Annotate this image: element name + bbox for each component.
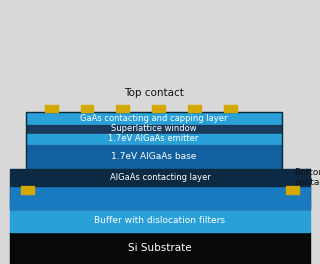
Text: 1.7eV AlGaAs base: 1.7eV AlGaAs base [111, 152, 196, 161]
Bar [224, 105, 237, 112]
Text: Buffer with dislocation filters: Buffer with dislocation filters [94, 216, 226, 225]
Bar [45, 105, 58, 112]
Text: Si Substrate: Si Substrate [128, 243, 192, 253]
Bar [10, 209, 310, 232]
Text: Top contact: Top contact [124, 88, 184, 98]
Bar [10, 196, 310, 197]
Bar [116, 105, 129, 112]
Bar [21, 186, 34, 194]
Bar [26, 133, 282, 144]
Bar [10, 205, 310, 206]
Bar [10, 201, 310, 202]
Bar [26, 124, 282, 133]
Bar [10, 186, 310, 209]
Text: Superlattice window: Superlattice window [111, 124, 196, 133]
Bar [152, 105, 165, 112]
Bar [10, 193, 310, 194]
Text: AlGaAs contacting layer: AlGaAs contacting layer [109, 173, 211, 182]
Bar [10, 203, 310, 204]
Text: Bottom
contact: Bottom contact [294, 168, 320, 187]
Bar [10, 198, 310, 199]
Bar [10, 208, 310, 209]
Bar [10, 195, 310, 196]
Text: 1.7eV AlGaAs emitter: 1.7eV AlGaAs emitter [108, 134, 199, 143]
Bar [81, 105, 93, 112]
Bar [10, 200, 310, 201]
Bar [10, 232, 310, 264]
Text: GaAs contacting and capping layer: GaAs contacting and capping layer [80, 114, 227, 122]
Bar [286, 186, 299, 194]
Bar [10, 188, 310, 189]
Bar [188, 105, 201, 112]
Bar [26, 112, 282, 124]
Bar [26, 112, 282, 169]
Bar [26, 144, 282, 169]
Bar [10, 169, 310, 186]
Bar [10, 206, 310, 207]
Bar [10, 190, 310, 191]
